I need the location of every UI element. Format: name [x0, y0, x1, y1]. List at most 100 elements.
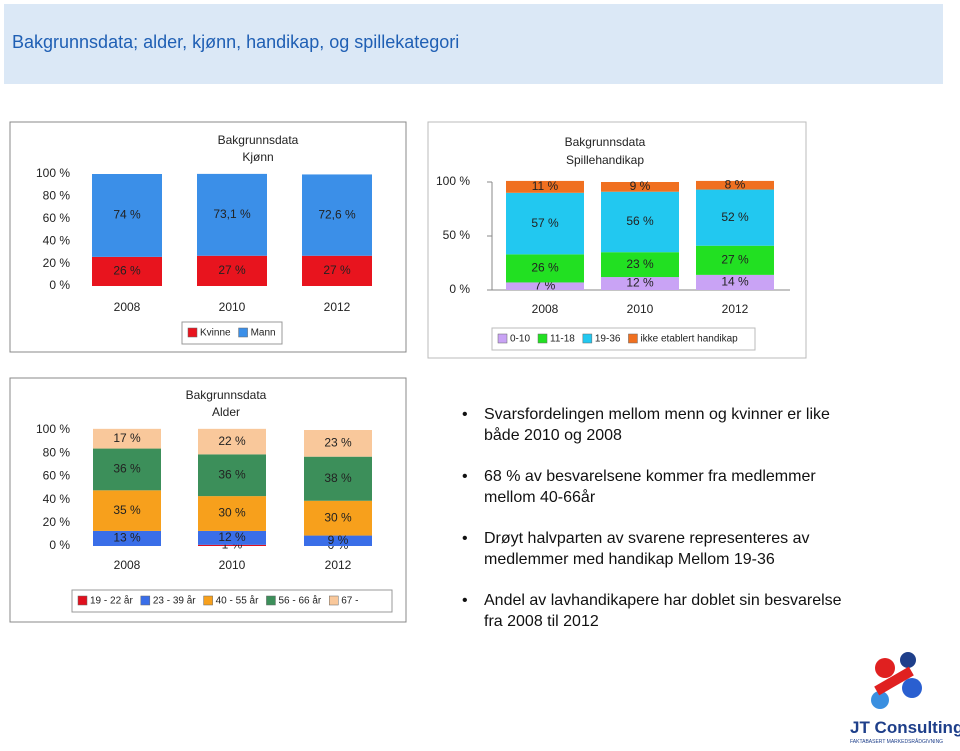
y-tick-label: 50 %: [443, 228, 471, 242]
value-label: 57 %: [531, 216, 559, 230]
bar-segment: [198, 530, 266, 545]
legend-label: 23 - 39 år: [153, 595, 196, 607]
bar-segment: [601, 182, 679, 192]
value-label: 27 %: [323, 263, 351, 277]
bar-segment: [506, 254, 584, 283]
bar-segment: [302, 174, 372, 256]
bar-segment: [304, 500, 372, 536]
value-label: 27 %: [218, 263, 246, 277]
value-label: 27 %: [721, 252, 749, 266]
legend-label: 0-10: [510, 334, 530, 345]
x-tick-label: 2010: [219, 300, 246, 314]
legend-swatch: [140, 595, 151, 606]
legend-swatch: [628, 333, 638, 344]
bar-segment: [696, 245, 774, 275]
chart-title: Bakgrunnsdata: [565, 135, 646, 149]
legend-swatch: [582, 333, 593, 344]
chart-title: Bakgrunnsdata: [218, 133, 299, 147]
bar-segment: [304, 456, 372, 501]
chart-subtitle: Spillehandikap: [566, 153, 644, 167]
x-tick-label: 2010: [627, 302, 654, 316]
logo-name: JT Consulting: [850, 718, 960, 737]
bullet: 68 % av besvarelsene kommer fra medlemme…: [462, 466, 856, 508]
bar-segment: [696, 180, 774, 190]
x-tick-label: 2010: [219, 558, 246, 572]
bar-segment: [198, 428, 266, 455]
chart-subtitle: Kjønn: [242, 150, 273, 164]
value-label: 9 %: [328, 533, 349, 547]
y-tick-label: 20 %: [43, 256, 71, 270]
value-label: 22 %: [218, 434, 246, 448]
y-tick-label: 20 %: [43, 515, 71, 529]
y-tick-label: 100 %: [36, 166, 70, 180]
bar-segment: [197, 173, 267, 256]
value-label: 9 %: [630, 179, 651, 193]
bar-segment: [506, 180, 584, 193]
y-tick-label: 100 %: [36, 422, 70, 436]
legend-swatch: [187, 327, 198, 338]
value-label: 8 %: [725, 177, 746, 191]
bullet: Svarsfordelingen mellom menn og kvinner …: [462, 404, 856, 446]
value-label: 23 %: [324, 436, 352, 450]
value-label: 12 %: [218, 530, 246, 544]
value-label: 36 %: [113, 462, 141, 476]
bar-segment: [506, 282, 584, 290]
bar-segment: [304, 535, 372, 546]
bar-segment: [197, 255, 267, 286]
legend-swatch: [203, 595, 213, 606]
legend-swatch: [266, 595, 276, 606]
legend-label: 40 - 55 år: [216, 595, 259, 607]
bar-segment: [93, 530, 161, 546]
value-label: 23 %: [626, 257, 654, 271]
legend-swatch: [537, 333, 548, 344]
x-tick-label: 2012: [325, 558, 352, 572]
legend-box: [181, 321, 283, 345]
bar-segment: [198, 454, 266, 497]
x-tick-label: 2008: [114, 300, 141, 314]
legend-label: Kvinne: [200, 328, 231, 339]
bar-segment: [93, 448, 161, 491]
value-label: 35 %: [113, 503, 141, 517]
legend-box: [71, 589, 393, 613]
value-label: 12 %: [626, 276, 654, 290]
logo-mark: [871, 652, 922, 709]
bar-segment: [601, 252, 679, 278]
value-label: 13 %: [113, 531, 141, 545]
legend-swatch: [77, 595, 88, 606]
legend-label: 11-18: [550, 334, 575, 345]
value-label: 26 %: [113, 264, 141, 278]
value-label: 36 %: [218, 467, 246, 481]
bar-segment: [696, 274, 774, 290]
value-label: 73,1 %: [213, 207, 251, 221]
bar-segment: [601, 191, 679, 253]
legend-label: Mann: [251, 328, 276, 339]
bar-segment: [198, 544, 266, 546]
value-label: 30 %: [218, 506, 246, 520]
bar-segment: [506, 192, 584, 255]
legend-label: 67 -: [341, 596, 358, 607]
value-label: 56 %: [626, 214, 654, 228]
page-title: Bakgrunnsdata; alder, kjønn, handikap, o…: [12, 32, 460, 52]
bar-segment: [93, 490, 161, 531]
x-tick-label: 2012: [722, 302, 749, 316]
y-tick-label: 60 %: [43, 469, 71, 483]
legend-label: 19-36: [595, 334, 621, 345]
chart-title: Bakgrunnsdata: [186, 388, 267, 402]
y-tick-label: 0 %: [49, 278, 70, 292]
value-label: 17 %: [113, 431, 141, 445]
y-tick-label: 0 %: [449, 282, 470, 296]
y-tick-label: 0 %: [49, 538, 70, 552]
x-tick-label: 2012: [324, 300, 351, 314]
legend-label: ikke etablert handikap: [640, 334, 738, 345]
x-tick-label: 2008: [532, 302, 559, 316]
value-label: 74 %: [113, 208, 141, 222]
bar-segment: [93, 428, 161, 449]
bullet: Drøyt halvparten av svarene representere…: [462, 528, 856, 570]
y-tick-label: 100 %: [436, 174, 470, 188]
bar-segment: [198, 496, 266, 531]
y-tick-label: 40 %: [43, 233, 71, 247]
value-label: 26 %: [531, 261, 559, 275]
y-tick-label: 80 %: [43, 445, 71, 459]
